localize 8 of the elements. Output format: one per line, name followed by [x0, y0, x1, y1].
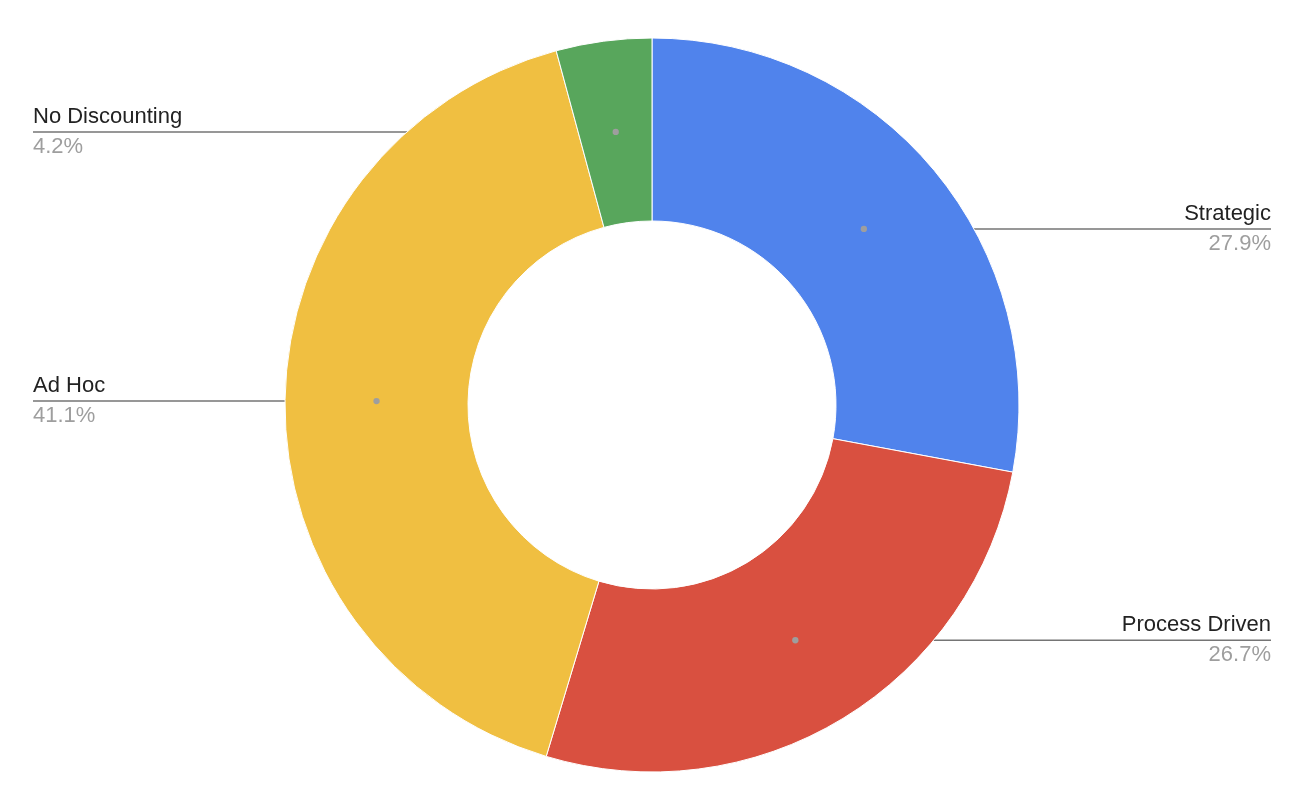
- data-label: 4.2%: [33, 132, 84, 158]
- slice-label: Process Driven: [1121, 611, 1271, 637]
- slice-label: Strategic: [1184, 199, 1271, 225]
- slice-label: Ad Hoc: [33, 372, 106, 398]
- data-label: 26.7%: [1208, 641, 1271, 667]
- data-label: 41.1%: [33, 402, 96, 428]
- slice-label: No Discounting: [33, 102, 183, 128]
- data-label: 27.9%: [1208, 229, 1271, 255]
